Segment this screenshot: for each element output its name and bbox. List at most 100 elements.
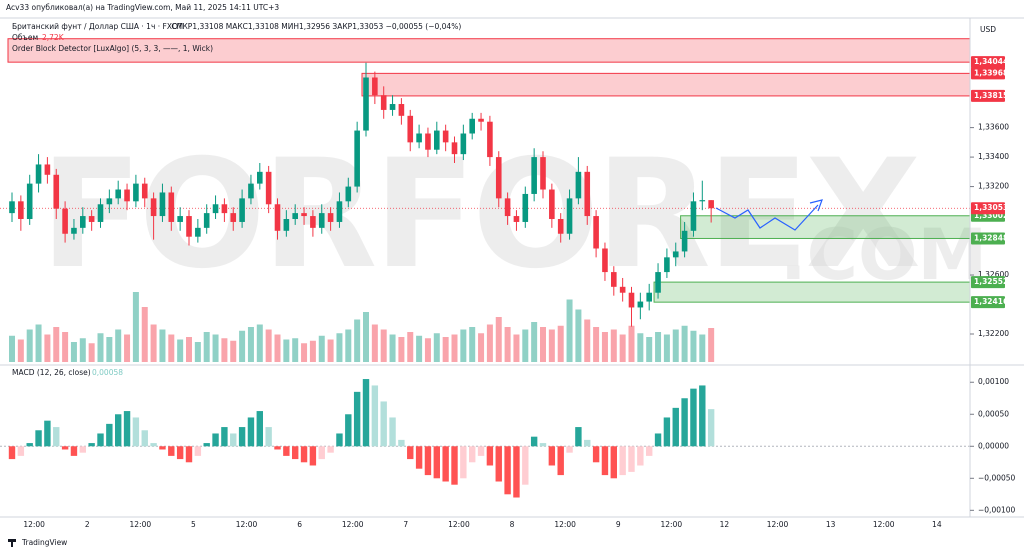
volume [9,292,715,362]
macd-bar [327,446,334,453]
x-tick-label: 12 [720,520,730,529]
candle-body [115,189,121,199]
volume-bar [62,332,69,362]
macd-bar [637,446,644,466]
macd-bar [601,446,609,476]
volume-name: Объем [12,33,38,42]
volume-bar [398,337,405,362]
volume-bar [460,329,467,362]
price-label: 1,32416 [974,297,1008,306]
volume-bar [690,330,697,362]
candle-body [177,216,183,222]
volume-bar [628,325,635,362]
macd-bar [707,409,715,447]
volume-bar [292,338,299,362]
volume-bar [354,319,361,362]
macd-bar [309,446,317,466]
volume-bar [97,333,104,362]
volume-bar [380,329,387,362]
candles [9,62,714,327]
macd-bar [424,446,432,476]
macd-bar [336,433,343,447]
price-label: 1,33815 [974,91,1008,100]
price-label: 1,32552 [974,277,1008,286]
volume-bar [212,334,219,362]
volume-bar [610,329,617,362]
volume-bar [159,329,166,362]
candle-body [124,189,130,202]
macd-bar [176,446,184,460]
volume-bar [230,340,237,362]
volume-bar [177,339,184,362]
volume-bar [9,335,15,362]
order-block [7,38,970,63]
candle-body [53,174,60,209]
volume-bar [407,332,414,362]
candle-body [434,130,440,150]
x-tick-label: 12:00 [448,520,470,529]
macd-bar [663,417,671,447]
volume-bar [540,327,546,362]
candle-body [327,213,334,222]
x-tick-label: 12:00 [130,520,152,529]
volume-bar [478,333,485,362]
candle-body [150,198,157,217]
volume-bar [221,338,228,362]
macd-bar [539,443,547,447]
macd-bar [522,446,529,485]
macd-bar [265,427,272,447]
macd-bar [70,446,78,456]
volume-bar [53,327,60,362]
candle-body [416,133,422,143]
candle-body [257,171,263,184]
candle-body [398,104,405,116]
candle-body [487,121,493,158]
volume-bar [566,299,573,362]
candle-body [97,204,104,222]
macd-bar [477,446,485,456]
volume-bar [256,324,263,362]
candle-body [389,104,396,110]
candle-body [584,171,591,217]
volume-bar [26,329,33,362]
candle-body [628,292,635,308]
macd-bar [185,446,193,463]
volume-bar [168,334,175,362]
macd-bar [141,430,148,447]
x-tick-label: 7 [403,520,408,529]
macd-bar [690,388,697,447]
candle-body [664,257,670,273]
candle-body [62,208,68,234]
symbol: Британский фунт / Доллар США · 1ч · FXCM [12,22,183,31]
macd-bar [168,446,175,456]
indicator: Order Block Detector [LuxAlgo] (5, 3, 3,… [12,44,213,53]
macd-bar [610,446,617,479]
candle-body [141,183,148,199]
macd-bar [247,417,255,447]
macd-bar [415,446,423,469]
macd-bar [159,446,166,450]
x-tick-label: 12:00 [873,520,895,529]
axes: 1,33600 1,33400 1,33200 1,32600 1,32200 0,001… [23,56,1016,529]
candle-body [301,213,307,217]
macd-bar [292,446,299,460]
macd-bar [115,414,122,447]
candle-body [646,292,652,302]
candle-body [611,272,617,287]
macd-bar [398,439,405,447]
volume-bar [389,334,396,362]
price-label-box [971,89,1005,102]
volume-bar [35,324,42,362]
x-tick-label: 12:00 [767,520,789,529]
volume-value: 2,72K [42,33,65,42]
candle-body [248,183,254,199]
volume-bar [522,329,529,362]
volume-bar [247,327,254,362]
volume-bar [451,334,458,362]
macd-bar [106,423,113,447]
candle-body [88,216,95,222]
price-label-box [971,67,1005,80]
ohlc: ОТКР1,33108 МАКС1,33108 МИН1,32956 ЗАКР1… [172,22,461,31]
